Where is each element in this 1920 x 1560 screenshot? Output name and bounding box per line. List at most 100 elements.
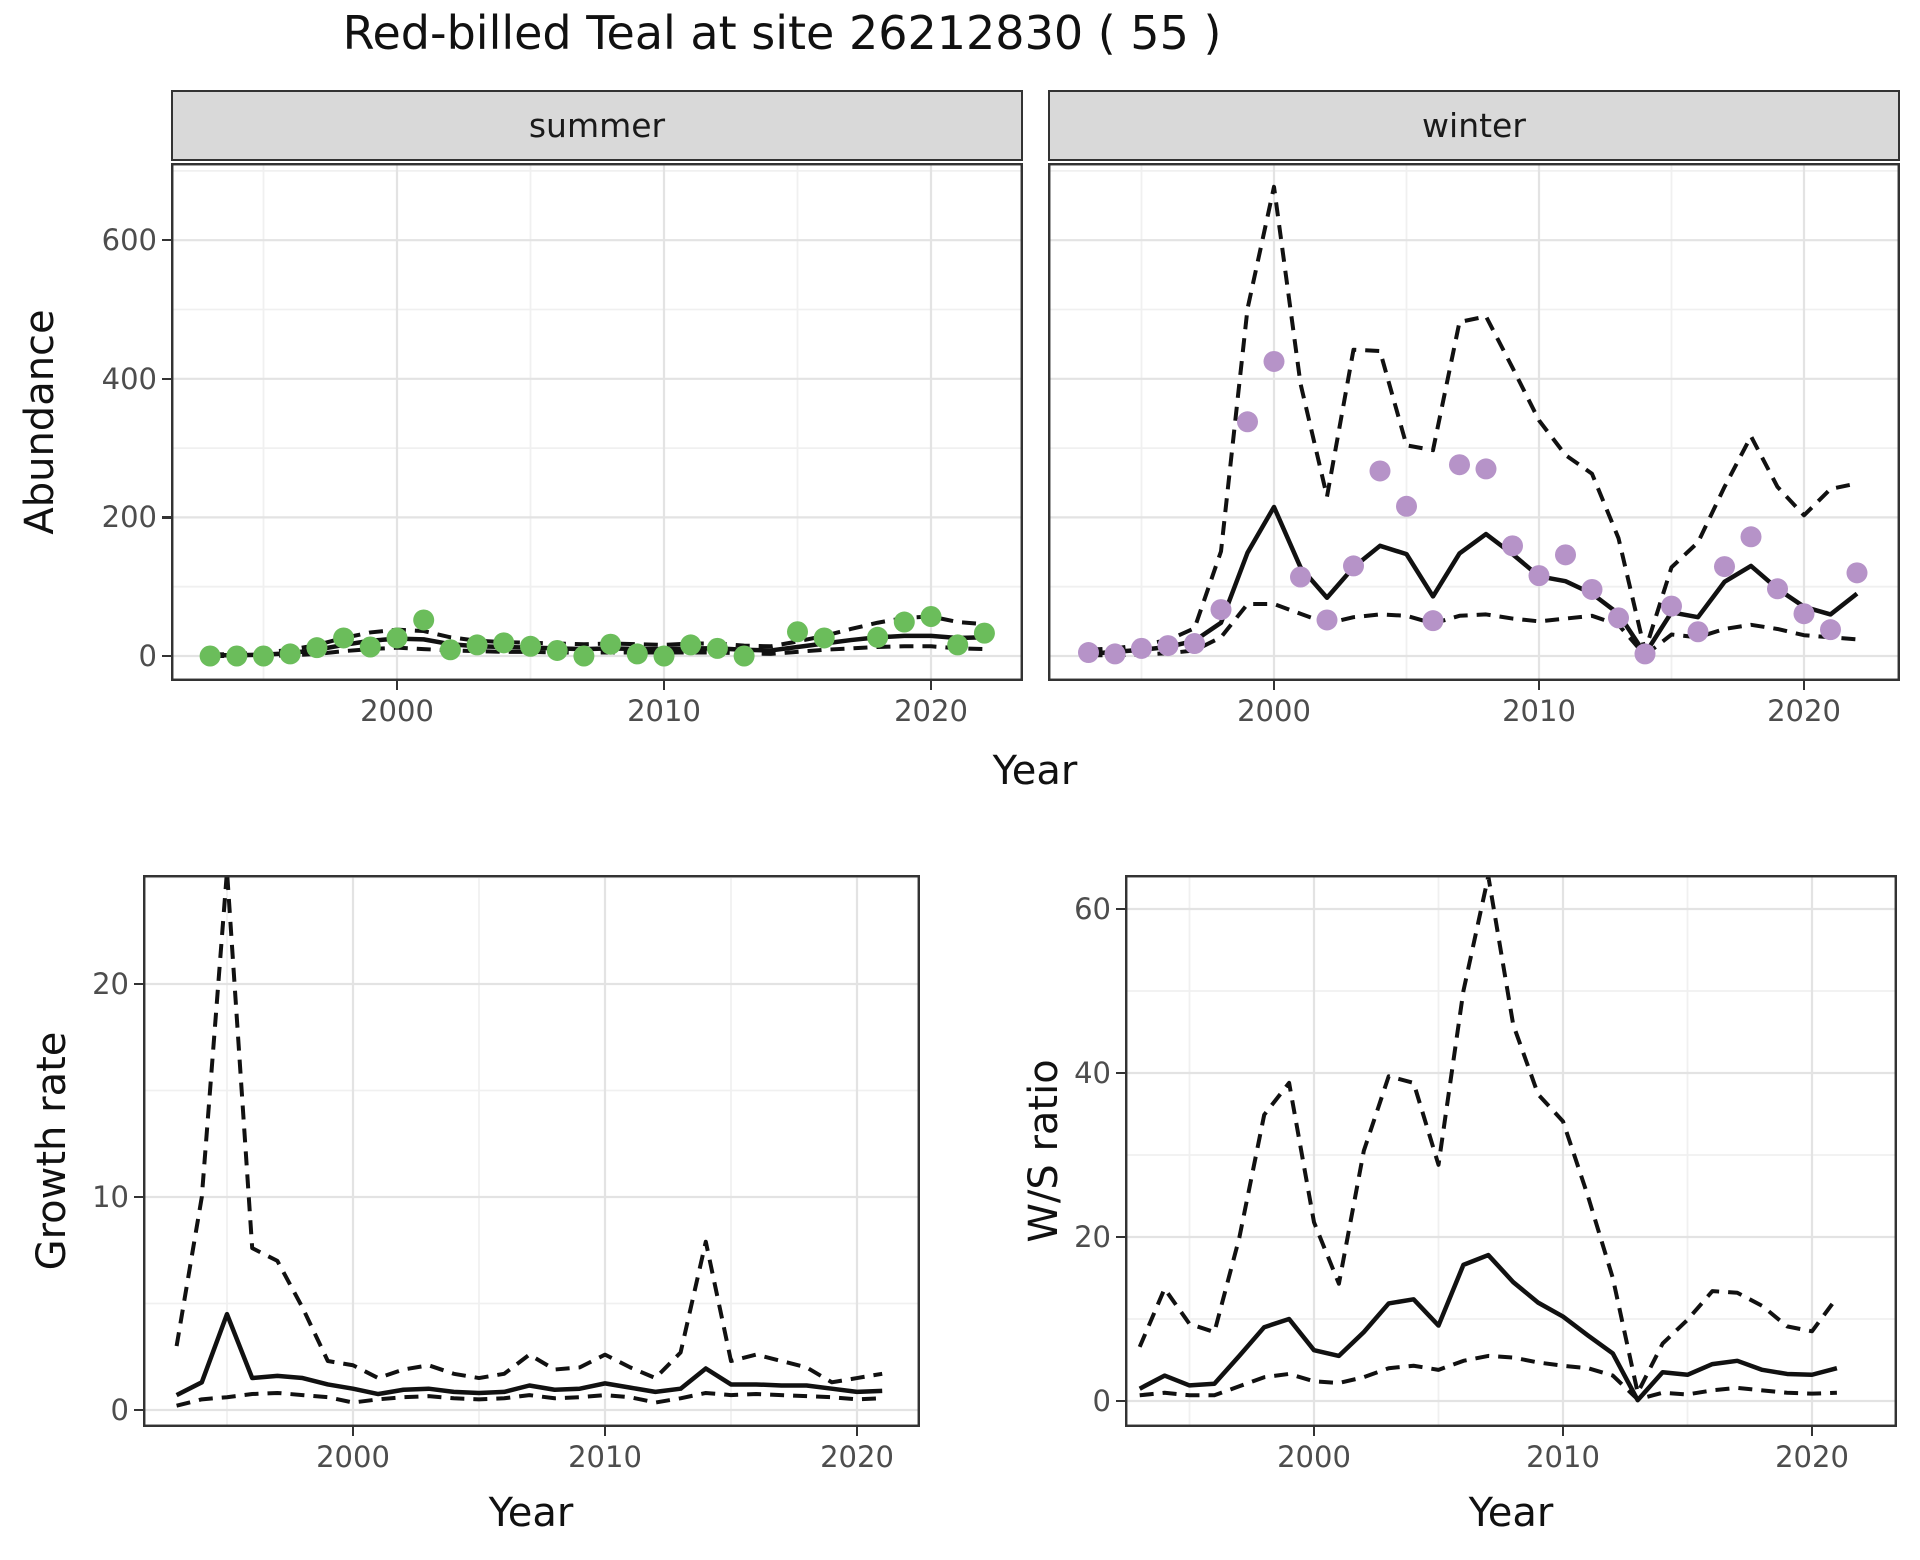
grid-minor xyxy=(1125,875,1897,1427)
data-point xyxy=(1714,556,1735,578)
x-tick-mark xyxy=(1538,681,1541,690)
data-point xyxy=(520,635,541,657)
x-tick-label: 2000 xyxy=(1237,694,1311,728)
data-point xyxy=(1581,578,1603,600)
y-tick-mark xyxy=(162,516,171,519)
data-point xyxy=(1740,526,1762,548)
data-point xyxy=(333,627,355,649)
x-tick-label: 2000 xyxy=(1277,1440,1351,1474)
data-point xyxy=(1104,643,1126,665)
y-tick-mark xyxy=(134,1409,143,1412)
x-tick-mark xyxy=(1811,1427,1814,1436)
data-point xyxy=(253,645,274,667)
ci_lower-line xyxy=(1139,1353,1837,1402)
x-tick-mark xyxy=(1313,1427,1316,1436)
ci_upper-line xyxy=(1088,184,1858,654)
data-point xyxy=(386,627,408,649)
data-point xyxy=(867,626,889,648)
y-tick-label: 0 xyxy=(138,639,157,673)
x-tick-mark xyxy=(663,681,666,690)
facet-strip-summer: summer xyxy=(171,90,1023,161)
y-tick-label: 20 xyxy=(92,967,129,1001)
data-point xyxy=(1184,633,1205,655)
data-point xyxy=(947,634,969,656)
x-tick-mark xyxy=(930,681,933,690)
data-point xyxy=(1820,619,1841,641)
data-point xyxy=(1290,566,1311,588)
x-tick-label: 2010 xyxy=(1526,1440,1600,1474)
y-tick-mark xyxy=(134,1196,143,1199)
data-point xyxy=(1422,610,1444,632)
growth-rate-axis-title: Growth rate xyxy=(29,1031,75,1271)
x-tick-mark xyxy=(396,681,399,690)
y-tick-mark xyxy=(134,983,143,986)
x-tick-mark xyxy=(856,1427,859,1436)
growth-rate-panel xyxy=(143,875,920,1427)
data-point xyxy=(466,634,488,656)
abundance-winter-panel xyxy=(1048,163,1900,681)
data-point xyxy=(1767,578,1788,600)
data-point xyxy=(1396,495,1417,517)
data-point xyxy=(1078,642,1099,664)
x-tick-label: 2000 xyxy=(360,694,434,728)
x-tick-mark xyxy=(352,1427,355,1436)
data-point xyxy=(600,633,622,655)
data-point xyxy=(1846,562,1868,584)
data-point xyxy=(226,645,248,667)
y-tick-label: 0 xyxy=(1092,1384,1111,1418)
y-tick-mark xyxy=(1116,1400,1125,1403)
data-point xyxy=(1210,599,1232,621)
grid-major xyxy=(1048,163,1900,681)
data-point xyxy=(1369,460,1391,482)
data-point xyxy=(920,605,942,627)
y-tick-label: 20 xyxy=(1074,1220,1111,1254)
data-point xyxy=(1502,535,1523,557)
fit-line xyxy=(175,1311,883,1398)
data-point xyxy=(1316,609,1338,631)
abundance-summer-panel xyxy=(171,163,1023,681)
y-tick-label: 400 xyxy=(101,361,157,396)
ci_lower-line xyxy=(210,644,985,658)
facet-strip-winter: winter xyxy=(1048,90,1900,161)
data-point xyxy=(1343,555,1364,577)
x-tick-mark xyxy=(1562,1427,1565,1436)
data-point xyxy=(1634,643,1656,665)
data-point xyxy=(733,645,755,667)
ws-ratio-panel xyxy=(1125,875,1897,1427)
grid-major xyxy=(143,875,920,1427)
fit-line xyxy=(1138,1252,1838,1403)
ci_upper-line xyxy=(210,614,985,657)
x-tick-label: 2020 xyxy=(1767,694,1841,728)
observed-points xyxy=(199,605,995,667)
data-point xyxy=(893,611,915,633)
y-tick-mark xyxy=(1116,1072,1125,1075)
data-point xyxy=(199,645,221,667)
x-tick-label: 2020 xyxy=(1775,1440,1849,1474)
data-point xyxy=(1608,607,1629,629)
data-point xyxy=(973,622,995,644)
plot-title: Red-billed Teal at site 26212830 ( 55 ) xyxy=(342,6,1222,60)
data-point xyxy=(1793,603,1815,625)
y-tick-label: 60 xyxy=(1074,892,1111,926)
ci_lower-line xyxy=(176,1390,883,1408)
y-tick-mark xyxy=(1116,1236,1125,1239)
year-axis-title-top: Year xyxy=(992,748,1078,794)
grid-minor xyxy=(143,875,920,1427)
observed-points xyxy=(1078,350,1868,665)
data-point xyxy=(706,637,728,659)
y-tick-label: 10 xyxy=(92,1180,129,1214)
y-tick-label: 0 xyxy=(110,1393,129,1427)
x-tick-mark xyxy=(1803,681,1806,690)
panel-border xyxy=(1048,163,1900,681)
data-point xyxy=(1528,565,1550,587)
data-point xyxy=(413,609,435,631)
data-point xyxy=(653,645,675,667)
data-point xyxy=(1449,454,1470,476)
year-axis-title-growth: Year xyxy=(488,1490,574,1536)
data-point xyxy=(1687,621,1709,643)
x-tick-label: 2010 xyxy=(1502,694,1576,728)
panel-border xyxy=(171,163,1023,681)
data-point xyxy=(359,636,381,658)
data-point xyxy=(439,639,461,661)
data-point xyxy=(573,645,595,667)
